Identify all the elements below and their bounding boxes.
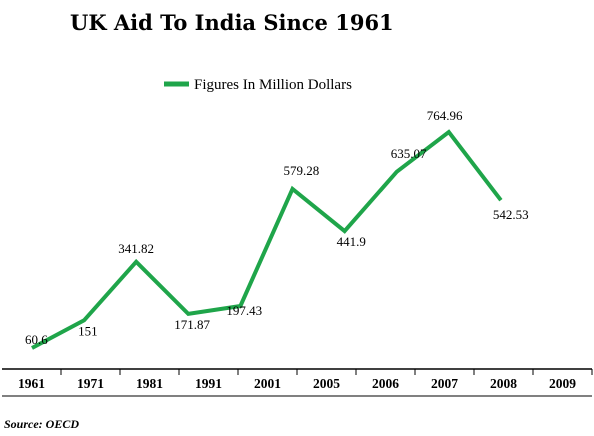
data-label: 764.96 (427, 108, 463, 123)
x-tick-label: 2005 (313, 376, 340, 391)
data-label: 579.28 (284, 163, 320, 178)
x-tick-label: 2006 (372, 376, 399, 391)
x-tick-label: 1981 (136, 376, 163, 391)
series-group (31, 129, 503, 350)
series-line (31, 129, 503, 350)
data-label: 441.9 (337, 234, 366, 249)
x-tick-label: 1991 (195, 376, 222, 391)
data-label: 60.6 (25, 332, 48, 347)
data-label: 341.82 (118, 241, 154, 256)
x-tick-label: 1971 (77, 376, 104, 391)
x-ticks: 1961 1971 1981 1991 2001 2005 2006 2007 2008 2009 (18, 369, 593, 391)
chart-title: UK Aid To India Since 1961 (70, 10, 394, 35)
x-tick-label: 2009 (549, 376, 576, 391)
x-axis: 1961 1971 1981 1991 2001 2005 2006 2007 2008 2009 (2, 368, 593, 397)
data-label: 197.43 (226, 303, 262, 318)
x-tick-label: 2007 (431, 376, 458, 391)
source-note: Source: OECD (4, 417, 79, 431)
data-label: 635.07 (391, 146, 427, 161)
legend: Figures In Million Dollars (164, 77, 352, 93)
x-tick-label: 1961 (18, 376, 45, 391)
x-tick-label: 2008 (490, 376, 517, 391)
data-label: 542.53 (493, 207, 529, 222)
legend-label: Figures In Million Dollars (194, 77, 352, 93)
data-label: 171.87 (174, 317, 210, 332)
data-labels: 60.6 151 341.82 171.87 197.43 579.28 441.9 635.… (25, 108, 529, 347)
x-tick-label: 2001 (254, 376, 281, 391)
data-label: 151 (78, 323, 98, 338)
